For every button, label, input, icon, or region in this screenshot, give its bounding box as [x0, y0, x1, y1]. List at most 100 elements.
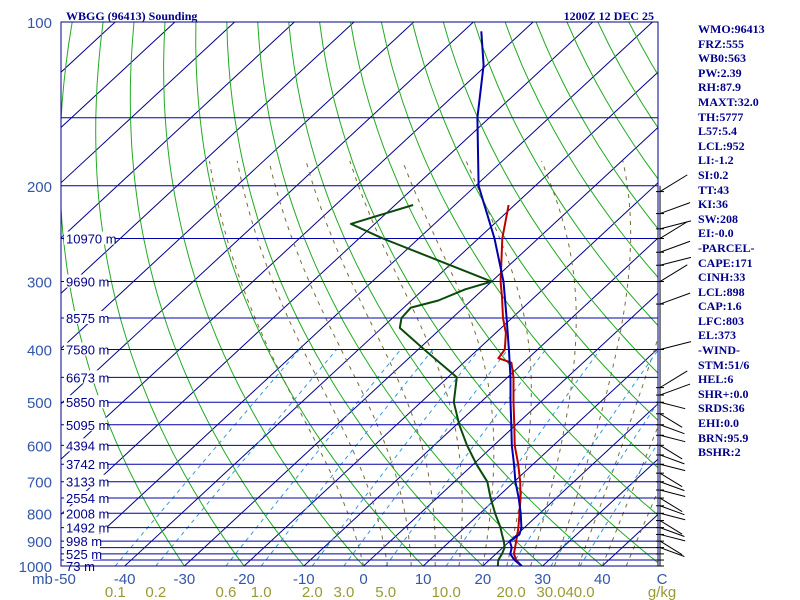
temperature-tick-label: 10: [415, 571, 432, 588]
moist-adiabat-line: [601, 425, 658, 566]
pressure-tick-label: 600: [27, 438, 52, 455]
height-label: 3133 m: [66, 475, 109, 490]
isotherm-line: [422, 347, 658, 566]
isotherm-line: [61, 22, 176, 129]
stat-line: LCL:898: [698, 284, 745, 299]
pressure-tick-label: 800: [27, 506, 52, 523]
temperature-tick-label: -20: [233, 571, 255, 588]
height-label-bg: [64, 310, 108, 324]
wind-barb: [659, 547, 685, 557]
mixing-ratio-label: 30.0: [536, 584, 565, 600]
mixing-ratio-label: 3.0: [333, 584, 354, 600]
height-label: 6673 m: [66, 370, 109, 385]
isotherm-line: [303, 237, 658, 566]
stat-line: BSHR:2: [698, 445, 741, 460]
moist-adiabat-line: [577, 336, 658, 566]
dry-adiabat-line: [411, 22, 658, 422]
mixing-ratio-line: [260, 349, 434, 566]
wind-barb: [659, 341, 692, 351]
stat-line: CINH:33: [698, 270, 746, 285]
stat-line: WMO:96413: [698, 22, 765, 36]
moist-adiabat-line: [268, 160, 412, 566]
wind-barb: [659, 220, 692, 230]
moist-adiabat-line: [530, 160, 577, 566]
moist-adiabat-line: [554, 160, 632, 566]
stat-line: CAP:1.6: [698, 299, 742, 314]
isotherm-line: [61, 22, 474, 405]
stat-line: SRDS:36: [698, 401, 745, 416]
mixing-ratio-unit: g/kg: [648, 584, 676, 600]
stat-line: SI:0.2: [698, 167, 729, 182]
isotherm-line: [61, 22, 534, 460]
stat-line: BRN:95.9: [698, 430, 749, 445]
isotherm-line: [184, 126, 658, 566]
isotherm-line: [124, 71, 658, 566]
height-label-bg: [64, 395, 108, 409]
wind-barb: [659, 370, 688, 389]
pressure-tick-label: 500: [27, 395, 52, 412]
dry-adiabat-line: [257, 22, 544, 566]
mixing-ratio-label: 0.2: [145, 584, 166, 600]
height-label-bg: [64, 457, 108, 471]
height-label-bg: [64, 534, 100, 548]
mixing-ratio-label: 2.0: [302, 584, 323, 600]
height-label: 2008 m: [66, 506, 109, 521]
height-label-bg: [64, 342, 108, 356]
pressure-tick-label: 200: [27, 179, 52, 196]
isotherm-line: [61, 22, 415, 350]
wind-barb: [659, 413, 683, 428]
isotherm-line: [61, 22, 355, 294]
wind-barb: [659, 174, 688, 193]
stat-line: EHI:0.0: [698, 416, 740, 431]
stat-line: SW:208: [698, 211, 739, 226]
chart-title: WBGG (96413) Sounding: [66, 9, 197, 23]
wind-barb: [659, 434, 686, 443]
height-label: 2554 m: [66, 491, 109, 506]
pressure-tick-label: 900: [27, 534, 52, 551]
wind-barb: [659, 444, 683, 460]
height-label-bg: [64, 417, 108, 431]
moist-adiabat-line: [349, 160, 463, 566]
height-label-bg: [64, 370, 108, 384]
pressure-tick-label: 700: [27, 475, 52, 492]
dry-adiabat-line: [226, 22, 484, 566]
stat-line: MAXT:32.0: [698, 94, 759, 109]
stat-line: PW:2.39: [698, 65, 742, 80]
stat-line: KI:36: [698, 197, 728, 212]
temperature-tick-label: 40: [594, 571, 611, 588]
mixing-ratio-line: [510, 349, 658, 566]
wind-barb: [659, 527, 685, 537]
stat-line: LFC:803: [698, 313, 744, 328]
mixing-ratio-label: 5.0: [375, 584, 396, 600]
isotherm-line: [61, 22, 235, 184]
stat-line: SHR+:0.0: [698, 386, 749, 401]
wind-barb: [659, 240, 691, 253]
moist-adiabat-line: [209, 160, 364, 566]
wind-barb: [659, 292, 691, 305]
dry-adiabat-line: [319, 22, 658, 564]
isotherm-line: [243, 182, 658, 566]
height-label-bg: [64, 438, 108, 452]
height-label: 7580 m: [66, 343, 109, 358]
mixing-ratio-label: 20.0: [496, 584, 525, 600]
height-label: 5095 m: [66, 418, 109, 433]
mixing-ratio-line: [225, 349, 402, 566]
stat-line: -PARCEL-: [698, 240, 755, 255]
temperature-tick-label: -50: [54, 571, 76, 588]
mixing-ratio-label: 10.0: [432, 584, 461, 600]
wind-barb: [659, 256, 692, 266]
mixing-ratio-line: [311, 349, 480, 566]
stat-line: -WIND-: [698, 343, 740, 358]
height-label: 8575 m: [66, 311, 109, 326]
dry-adiabat-line: [504, 22, 658, 279]
height-label-bg: [64, 474, 108, 488]
wind-barb: [659, 454, 685, 465]
dry-adiabat-line: [350, 22, 658, 516]
stat-line: FRZ:555: [698, 36, 744, 51]
height-label: 5850 m: [66, 395, 109, 410]
isotherm-line: [542, 458, 658, 566]
temperature-tick-label: -40: [114, 571, 136, 588]
dewpoint-profile-line: [349, 204, 506, 566]
wind-barb: [659, 489, 686, 497]
moist-adiabat-line: [625, 489, 658, 566]
